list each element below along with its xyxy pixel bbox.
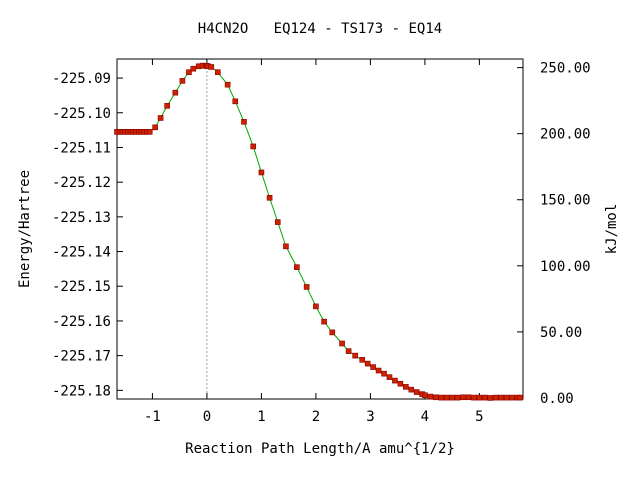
data-point <box>471 394 477 401</box>
x-tick-label: -1 <box>144 409 161 425</box>
y2-tick-label: 100.00 <box>540 259 591 275</box>
y-tick-label: -225.13 <box>52 210 111 226</box>
data-point <box>313 303 319 310</box>
data-point <box>258 169 265 176</box>
y-tick-label: -225.11 <box>52 140 111 156</box>
data-point <box>403 384 409 390</box>
data-point <box>283 243 289 250</box>
data-point <box>503 394 510 401</box>
y2-tick-label: 50.00 <box>540 325 582 341</box>
data-point <box>482 394 488 401</box>
x-tick-label: 5 <box>475 409 483 425</box>
y-tick-label: -225.15 <box>52 279 111 295</box>
data-point <box>487 395 494 401</box>
data-point <box>413 389 420 395</box>
y2-tick-label: 250.00 <box>540 61 591 77</box>
chart-title: H4CN2O EQ124 - TS173 - EQ14 <box>198 21 442 37</box>
y-axis-label: Energy/Hartree <box>17 170 33 288</box>
data-point <box>408 386 415 393</box>
data-point <box>449 394 455 401</box>
data-point <box>352 352 358 359</box>
y2-tick-label: 200.00 <box>540 127 591 143</box>
data-point <box>339 340 345 347</box>
data-point <box>164 103 170 109</box>
data-point <box>454 394 461 401</box>
y-tick-label: -225.09 <box>52 71 111 87</box>
data-point <box>345 348 352 354</box>
data-point <box>364 360 371 367</box>
data-point <box>241 119 247 125</box>
data-point <box>250 143 257 150</box>
data-point <box>274 219 281 225</box>
y-tick-label: -225.17 <box>52 349 111 365</box>
data-point <box>321 318 327 325</box>
data-point <box>381 370 387 377</box>
data-point <box>152 124 158 131</box>
data-point <box>427 393 434 400</box>
data-point <box>422 392 428 398</box>
y-tick-label: -225.10 <box>52 106 111 122</box>
series-line <box>117 65 521 399</box>
data-point <box>179 78 186 84</box>
data-point <box>232 98 239 105</box>
y-tick-label: -225.16 <box>52 314 111 330</box>
data-point <box>517 394 524 401</box>
data-point <box>498 394 505 401</box>
plot-area: -1 0 1 2 3 4 5 -225.09 -225.10 -225.11 -225.12 -225… <box>52 58 591 425</box>
y2-axis-label: kJ/mol <box>604 204 620 255</box>
data-point <box>186 69 192 75</box>
data-point <box>157 115 164 121</box>
data-point <box>476 394 483 401</box>
y-tick-label: -225.12 <box>52 175 111 191</box>
data-point <box>433 394 439 401</box>
data-point <box>375 367 382 374</box>
data-point <box>438 394 445 401</box>
data-point <box>370 364 376 370</box>
x-tick-label: 4 <box>421 409 429 425</box>
data-point <box>460 394 466 401</box>
data-point <box>215 69 221 75</box>
data-point <box>329 329 336 336</box>
data-point <box>465 394 472 401</box>
x-tick-label: 0 <box>203 409 211 425</box>
y-tick-label: -225.18 <box>52 383 111 399</box>
data-point <box>303 284 310 290</box>
data-point <box>386 374 393 380</box>
data-point <box>397 380 404 387</box>
data-point <box>443 394 450 401</box>
data-point <box>392 377 398 384</box>
data-point <box>492 394 499 401</box>
x-axis-label: Reaction Path Length/A amu^{1/2} <box>185 441 455 457</box>
x-tick-label: 2 <box>312 409 320 425</box>
data-point <box>172 89 179 96</box>
data-point <box>146 129 153 135</box>
data-point <box>294 264 300 270</box>
data-point <box>266 194 273 201</box>
x-tick-label: 1 <box>257 409 265 425</box>
x-tick-label: 3 <box>366 409 374 425</box>
data-point <box>224 81 231 88</box>
y2-tick-label: 0.00 <box>540 391 574 407</box>
data-point <box>190 65 197 72</box>
y2-tick-label: 150.00 <box>540 193 591 209</box>
data-point <box>208 64 215 70</box>
y-tick-label: -225.14 <box>52 245 111 261</box>
data-point <box>509 394 515 401</box>
data-point <box>359 356 366 363</box>
plot-frame <box>116 58 524 400</box>
